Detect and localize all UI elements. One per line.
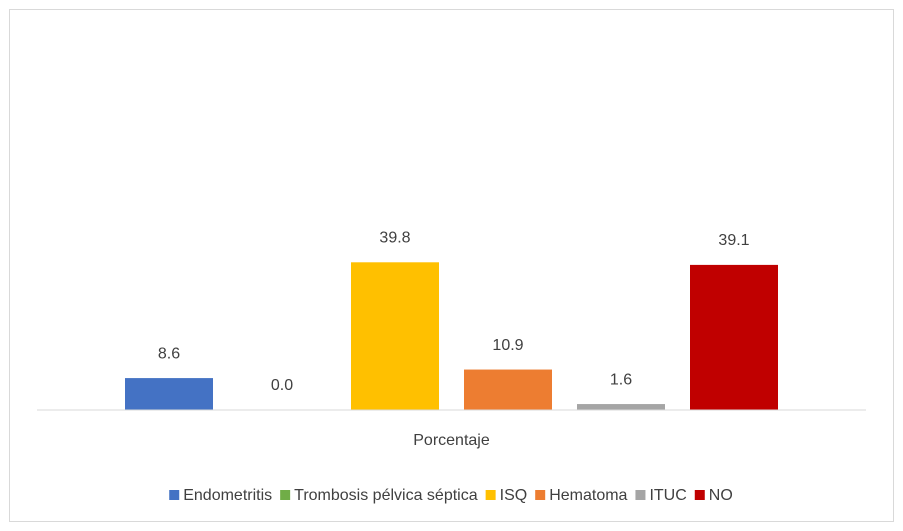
bar [125, 378, 213, 410]
legend-swatch [169, 490, 180, 500]
legend-swatch [694, 490, 705, 500]
legend-swatch [635, 490, 646, 500]
data-label: 39.8 [379, 230, 410, 247]
legend-label: NO [709, 487, 733, 504]
legend-swatch [280, 490, 291, 500]
data-label: 10.9 [492, 337, 523, 354]
legend-label: Hematoma [549, 487, 627, 504]
data-label: 1.6 [610, 371, 632, 388]
data-label: 39.1 [718, 232, 749, 249]
x-tick-label: Porcentaje [413, 432, 490, 449]
bar [351, 262, 439, 410]
bar [577, 404, 665, 410]
legend-label: ITUC [649, 487, 686, 504]
data-label: 8.6 [158, 345, 180, 362]
legend-swatch [535, 490, 546, 500]
data-label: 0.0 [271, 377, 293, 394]
legend-swatch [485, 490, 496, 500]
legend-label: Trombosis pélvica séptica [294, 487, 478, 504]
bar [690, 264, 778, 410]
legend-label: ISQ [500, 487, 528, 504]
bar [464, 369, 552, 410]
legend-label: Endometritis [183, 487, 272, 504]
